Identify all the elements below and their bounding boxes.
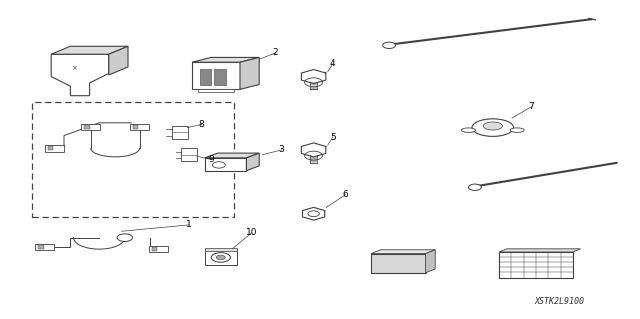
Polygon shape <box>240 57 259 89</box>
Bar <box>499 252 573 278</box>
Polygon shape <box>246 153 259 171</box>
Bar <box>133 125 138 129</box>
Bar <box>149 246 168 252</box>
Polygon shape <box>109 46 128 75</box>
Bar <box>152 247 157 251</box>
Polygon shape <box>301 143 326 157</box>
Circle shape <box>305 151 323 160</box>
Bar <box>198 89 234 92</box>
Bar <box>130 124 149 130</box>
Ellipse shape <box>483 122 502 130</box>
Text: 9: 9 <box>209 155 214 164</box>
Bar <box>200 69 211 85</box>
Text: 5: 5 <box>330 133 335 142</box>
Bar <box>81 124 100 130</box>
Text: 7: 7 <box>529 102 534 111</box>
Polygon shape <box>51 54 109 96</box>
Circle shape <box>305 78 323 87</box>
Polygon shape <box>205 153 259 158</box>
Bar <box>172 126 188 139</box>
Polygon shape <box>301 70 326 84</box>
Circle shape <box>117 234 132 241</box>
Text: 2: 2 <box>273 48 278 57</box>
Circle shape <box>308 211 319 217</box>
Text: 1: 1 <box>186 220 191 229</box>
Bar <box>214 69 226 85</box>
Bar <box>35 244 54 250</box>
Bar <box>181 148 197 161</box>
Circle shape <box>212 162 225 168</box>
Text: 6: 6 <box>343 190 348 199</box>
Polygon shape <box>499 249 580 252</box>
Circle shape <box>216 255 225 260</box>
Bar <box>205 249 237 265</box>
Circle shape <box>468 184 481 190</box>
Ellipse shape <box>461 128 476 132</box>
Bar <box>205 158 246 171</box>
Polygon shape <box>371 250 435 254</box>
Bar <box>192 62 240 89</box>
Ellipse shape <box>510 128 524 132</box>
Polygon shape <box>303 207 324 220</box>
Bar <box>84 125 90 129</box>
Polygon shape <box>426 250 435 273</box>
Polygon shape <box>51 46 128 54</box>
Bar <box>205 248 237 251</box>
Ellipse shape <box>472 119 514 137</box>
Bar <box>371 254 426 273</box>
Text: 4: 4 <box>330 59 335 68</box>
Bar <box>32 102 234 217</box>
Circle shape <box>211 253 230 262</box>
Text: 8: 8 <box>199 120 204 129</box>
Text: 10: 10 <box>246 228 257 237</box>
Circle shape <box>383 42 396 48</box>
Bar <box>45 145 64 152</box>
Bar <box>38 245 44 249</box>
Text: ×: × <box>70 66 77 71</box>
Bar <box>48 146 53 150</box>
Text: XSTK2L9100: XSTK2L9100 <box>535 297 585 306</box>
Text: 3: 3 <box>279 145 284 154</box>
Polygon shape <box>192 57 259 62</box>
